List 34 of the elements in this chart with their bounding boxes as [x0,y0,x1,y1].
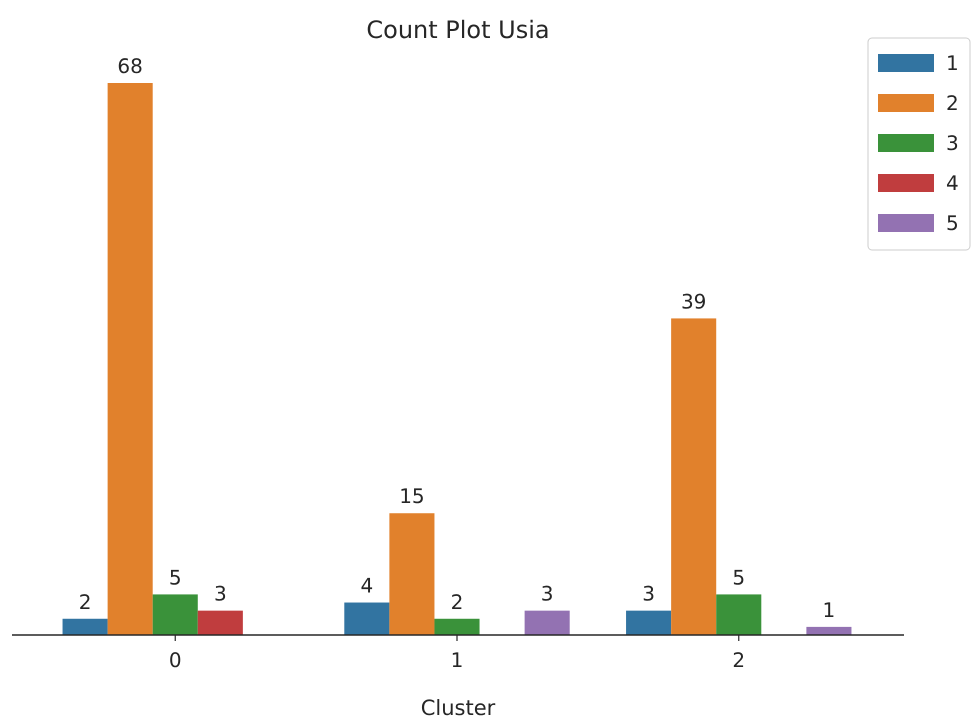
data-label: 1 [822,598,836,622]
bar [62,618,108,635]
data-label: 3 [642,582,655,606]
bar [671,318,716,635]
x-tick-label: 0 [168,648,182,672]
legend-label: 2 [946,91,959,115]
data-label: 68 [117,54,143,78]
legend-label: 4 [946,171,959,195]
data-label: 15 [399,484,425,508]
bar [524,610,570,635]
bar [344,602,390,635]
data-label: 2 [450,590,464,614]
x-tick-label: 1 [450,648,464,672]
bar [389,513,434,635]
data-label: 39 [680,289,706,314]
legend-label: 3 [946,131,959,155]
bar [108,83,153,635]
legend-label: 5 [946,211,959,235]
legend-label: 1 [946,51,959,75]
x-tick-label: 2 [732,648,746,672]
data-label: 5 [168,565,182,590]
chart-title: Count Plot Usia [366,16,550,44]
data-label: 2 [78,590,92,614]
data-label: 3 [540,582,554,606]
bar [434,618,480,635]
bar [198,610,243,635]
data-label: 5 [732,565,746,590]
data-label: 4 [360,574,374,598]
bar [806,626,852,635]
x-axis-title: Cluster [420,696,496,720]
bar [152,594,198,635]
bar [626,610,672,635]
bar [716,594,762,635]
data-label: 3 [214,582,227,606]
